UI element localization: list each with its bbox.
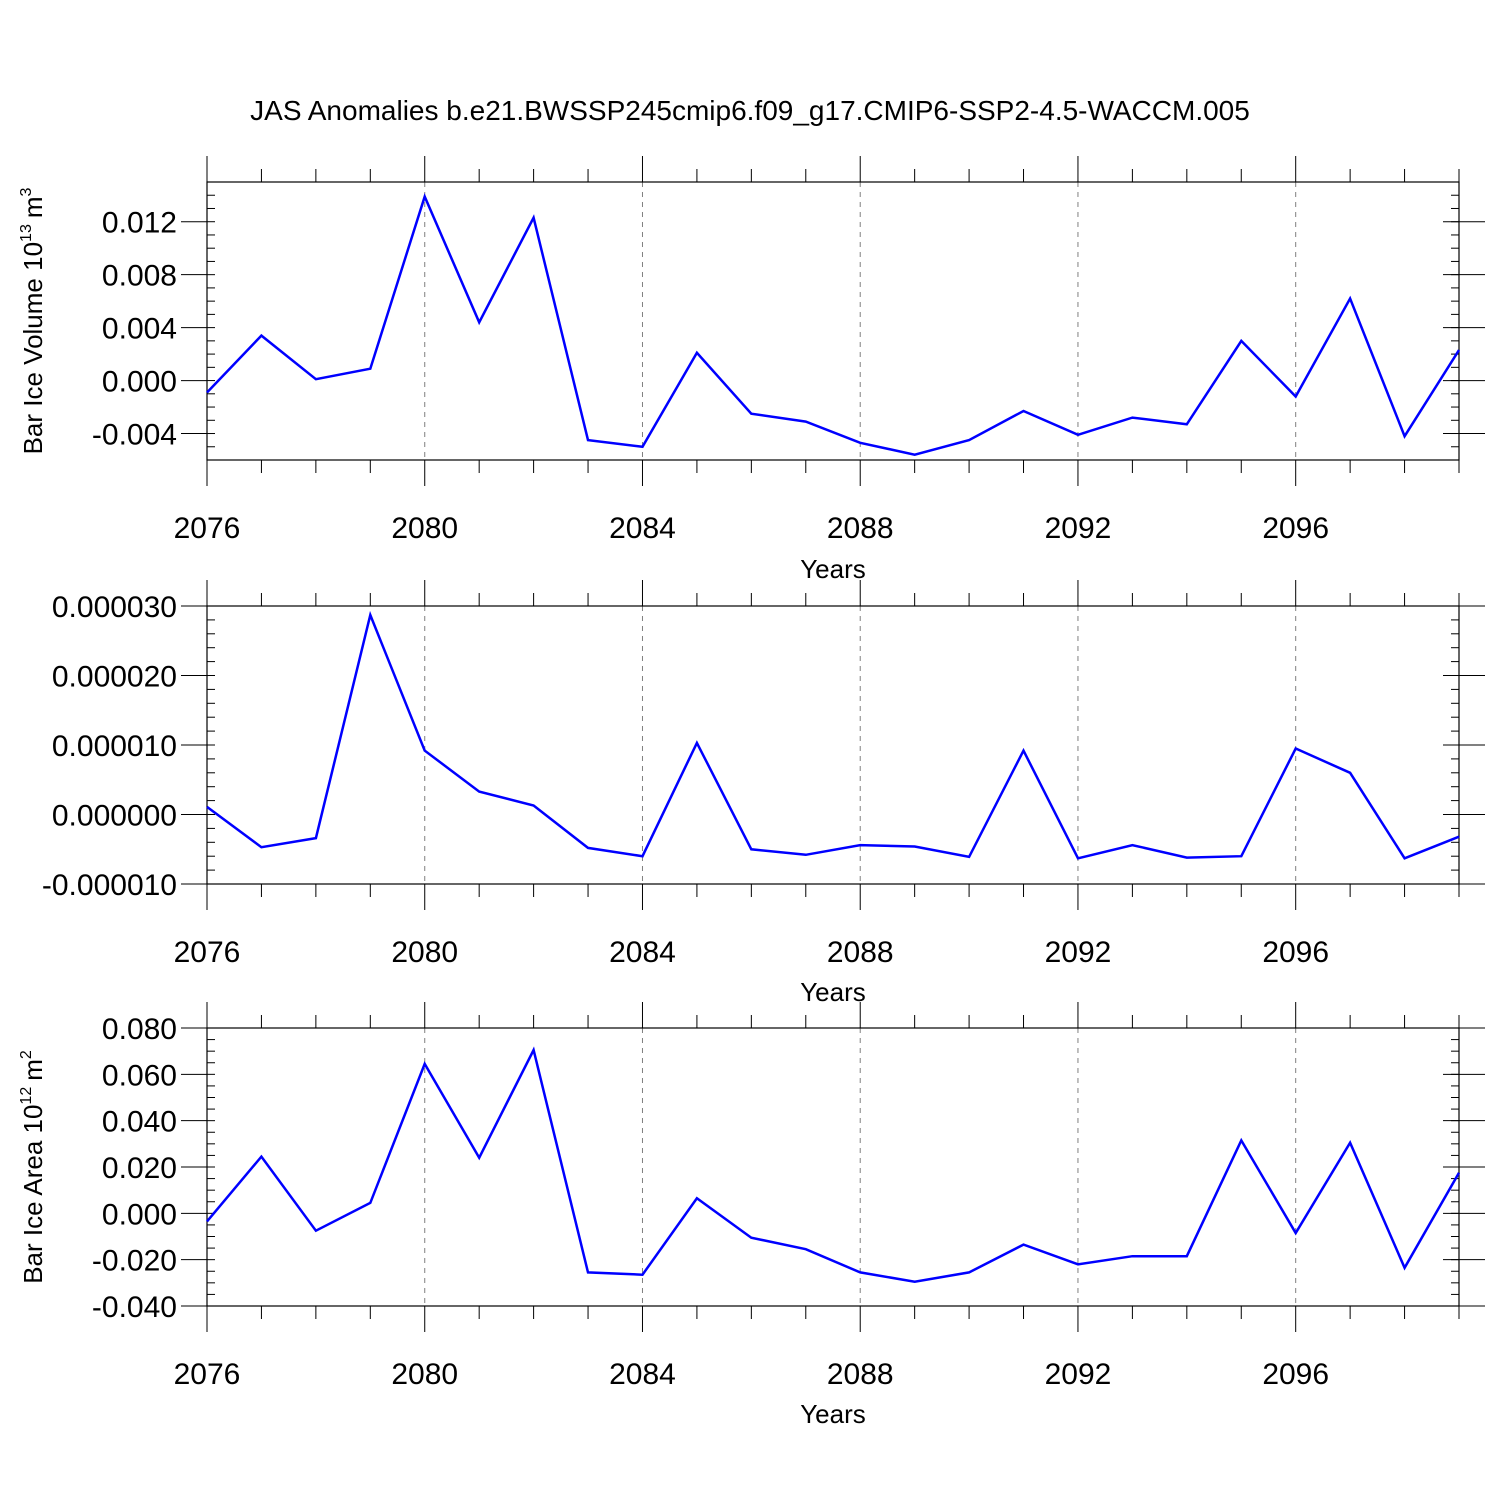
y-tick-label: 0.020 [102,1152,177,1185]
tick-labels: -0.004 0.000 0.004 0.008 0.012 2076 2080 2084 20… [92,207,1329,545]
y-axis-title-unit: m [18,1059,48,1081]
y-tick-label: -0.020 [92,1245,177,1278]
y-axis-title: Bar Ice Area 1012 m2 [18,1050,48,1284]
y-tick-label: -0.040 [92,1291,177,1324]
figure-title: JAS Anomalies b.e21.BWSSP245cmip6.f09_g1… [250,95,1250,126]
x-tick-label: 2084 [609,1358,676,1391]
x-tick-label: 2084 [609,936,676,969]
y-tick-label: 0.040 [102,1106,177,1139]
series-line-middle [206,610,1460,860]
x-tick-label: 2080 [391,1358,458,1391]
x-tick-label: 2092 [1045,512,1112,545]
x-tick-label: 2092 [1045,936,1112,969]
x-axis-title: Years [800,554,866,584]
y-axis-title-exp: 13 [18,224,35,242]
y-tick-label: 0.000030 [52,591,177,624]
grid-lines [424,182,1297,460]
y-tick-label: -0.004 [92,419,177,452]
series-line-ice-area [206,1046,1461,1283]
x-tick-label: 2076 [174,936,241,969]
y-axis-title-base: Bar Ice Area 10 [18,1105,48,1284]
x-tick-label: 2088 [827,936,894,969]
x-tick-label: 2096 [1262,512,1329,545]
axis-ticks [181,156,1485,486]
y-tick-label: 0.000020 [52,661,177,694]
panel-ice-volume: -0.004 0.000 0.004 0.008 0.012 2076 2080 2084 20… [18,156,1485,584]
y-axis-title-unit: m [18,196,48,218]
x-tick-label: 2080 [391,936,458,969]
y-axis-title-base: Bar Ice Volume 10 [18,242,48,454]
y-axis-title-unit-exp: 3 [18,187,35,196]
y-tick-label: 0.080 [102,1013,177,1046]
x-tick-label: 2088 [827,512,894,545]
x-tick-label: 2096 [1262,1358,1329,1391]
x-tick-label: 2076 [174,1358,241,1391]
x-tick-label: 2092 [1045,1358,1112,1391]
panel-ice-area: -0.040 -0.020 0.000 0.020 0.040 0.060 0.080 207… [18,1002,1485,1429]
axis-ticks [181,580,1485,910]
x-axis-title: Years [800,977,866,1007]
y-tick-label: 0.000 [102,1198,177,1231]
x-tick-label: 2096 [1262,936,1329,969]
y-tick-label: 0.000000 [52,800,177,833]
series-line-ice-volume [206,193,1461,456]
y-tick-label: -0.000010 [42,869,177,902]
y-tick-label: 0.060 [102,1059,177,1092]
y-tick-label: 0.004 [102,313,177,346]
y-axis-title: Bar Ice Volume 1013 m3 [18,187,48,454]
y-axis-title-exp: 12 [18,1087,35,1105]
grid-lines [424,1028,1297,1306]
x-tick-label: 2076 [174,512,241,545]
y-tick-label: 0.008 [102,260,177,293]
panel-middle: -0.000010 0.000000 0.000010 0.000020 0.00003… [42,580,1485,1007]
x-axis-title: Years [800,1399,866,1429]
x-tick-label: 2080 [391,512,458,545]
y-tick-label: 0.000 [102,366,177,399]
grid-lines [424,606,1297,884]
x-tick-label: 2084 [609,512,676,545]
tick-labels: -0.040 -0.020 0.000 0.020 0.040 0.060 0.080 207… [92,1013,1329,1391]
plot-frame [206,181,1460,461]
y-tick-label: 0.012 [102,207,177,240]
y-tick-label: 0.000010 [52,730,177,763]
y-axis-title-unit-exp: 2 [18,1050,35,1059]
x-tick-label: 2088 [827,1358,894,1391]
axis-ticks [181,1002,1485,1332]
tick-labels: -0.000010 0.000000 0.000010 0.000020 0.00003… [42,591,1329,969]
